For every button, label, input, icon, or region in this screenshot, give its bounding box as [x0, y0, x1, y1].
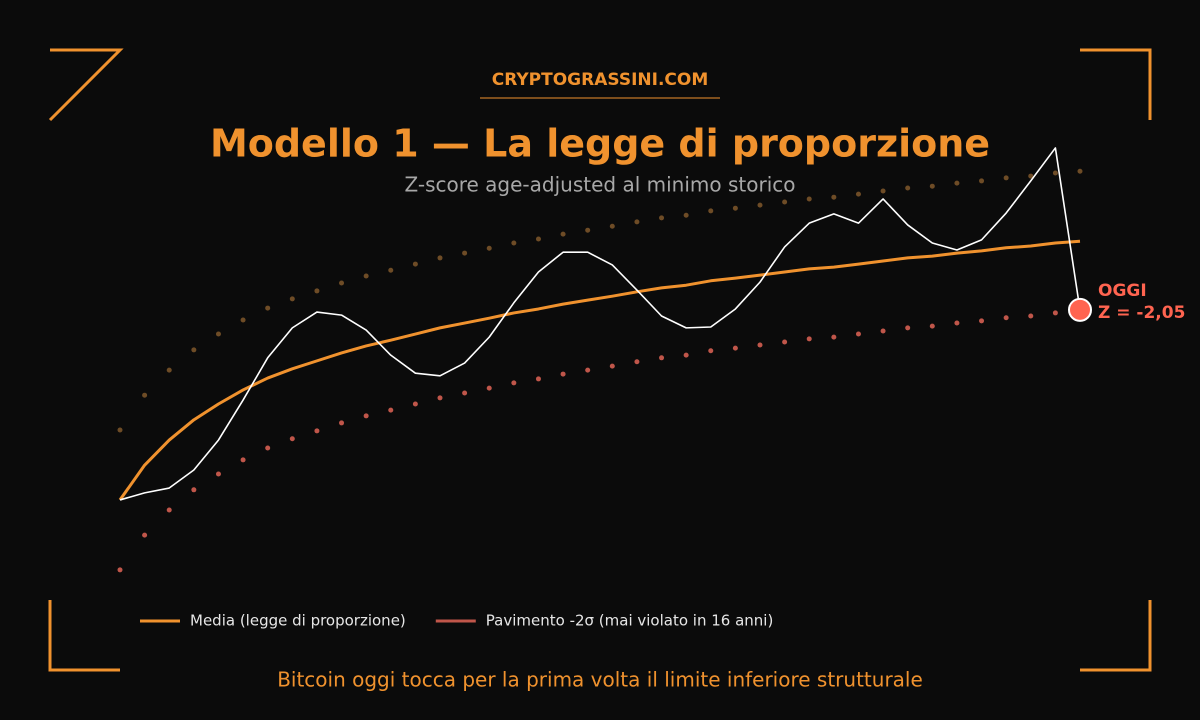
band-dot — [240, 317, 246, 323]
band-dot — [855, 191, 861, 197]
band-dot — [265, 305, 271, 311]
band-dot — [659, 355, 665, 361]
band-dot — [289, 296, 295, 302]
band-dot — [437, 395, 443, 401]
band-dot — [683, 212, 689, 218]
band-dot — [929, 183, 935, 189]
band-dot — [708, 208, 714, 214]
band-dot — [1003, 315, 1009, 321]
band-dot — [363, 413, 369, 419]
band-dot — [880, 328, 886, 334]
band-dot — [1052, 310, 1058, 316]
legend-label: Pavimento -2σ (mai violato in 16 anni) — [486, 612, 774, 630]
chart-subtitle: Z-score age-adjusted al minimo storico — [405, 173, 796, 197]
band-dot — [142, 532, 148, 538]
band-dot — [855, 331, 861, 337]
band-dot — [412, 261, 418, 267]
price-line — [119, 147, 1081, 501]
band-dot — [1052, 170, 1058, 176]
band-dot — [215, 331, 221, 337]
annotation: OGGI — [1098, 281, 1147, 301]
band-dot — [314, 428, 320, 434]
band-dot — [1028, 173, 1034, 179]
band-dot — [634, 219, 640, 225]
band-dot — [659, 215, 665, 221]
band-dot — [708, 348, 714, 354]
today-marker — [1068, 297, 1092, 322]
band-dot — [585, 367, 591, 373]
band-dot — [683, 352, 689, 358]
band-dot — [314, 288, 320, 294]
band-dot — [929, 323, 935, 329]
band-dot — [880, 188, 886, 194]
band-dot — [634, 359, 640, 365]
band-dot — [757, 202, 763, 208]
band-dot — [191, 487, 197, 493]
band-dot — [535, 236, 541, 242]
annotation: Z = -2,05 — [1098, 303, 1185, 323]
band-dot — [609, 363, 615, 369]
legend-label: Media (legge di proporzione) — [190, 612, 406, 630]
mean-line — [118, 239, 1081, 501]
band-dot — [240, 457, 246, 463]
band-dot — [560, 231, 566, 237]
band-dot — [1028, 313, 1034, 319]
band-dot — [905, 325, 911, 331]
band-dot — [388, 407, 394, 413]
band-dot — [462, 250, 468, 256]
band-dot — [831, 334, 837, 340]
band-dot — [486, 385, 492, 391]
band-dot — [215, 471, 221, 477]
band-dot — [462, 390, 468, 396]
band-dot — [388, 267, 394, 273]
band-dot — [1077, 168, 1083, 174]
band-dot — [806, 336, 812, 342]
band-dot — [117, 427, 123, 433]
band-dot — [339, 280, 345, 286]
band-dot — [1003, 175, 1009, 181]
band-dot — [954, 180, 960, 186]
band-dot — [412, 401, 418, 407]
band-dot — [289, 436, 295, 442]
chart-title: Modello 1 — La legge di proporzione — [210, 122, 990, 166]
band-dot — [757, 342, 763, 348]
band-dot — [782, 339, 788, 345]
band-dot — [265, 445, 271, 451]
band-dot — [511, 380, 517, 386]
band-dot — [732, 345, 738, 351]
band-dot — [142, 392, 148, 398]
band-dot — [117, 567, 123, 573]
band-dot — [191, 347, 197, 353]
band-dot — [339, 420, 345, 426]
band-dot — [732, 205, 738, 211]
band-dot — [585, 227, 591, 233]
band-dot — [831, 194, 837, 200]
frame-corners — [48, 48, 1152, 672]
caption: Bitcoin oggi tocca per la prima volta il… — [277, 668, 923, 692]
band-dot — [486, 245, 492, 251]
band-dot — [979, 178, 985, 184]
band-dot — [166, 367, 172, 373]
band-dot — [782, 199, 788, 205]
band-dot — [806, 196, 812, 202]
band-dot — [609, 223, 615, 229]
band-dot — [905, 185, 911, 191]
brand: CRYPTOGRASSINI.COM — [492, 70, 709, 90]
band-dot — [437, 255, 443, 261]
band-dot — [535, 376, 541, 382]
band-dot — [363, 273, 369, 279]
band-dot — [511, 240, 517, 246]
band-dot — [954, 320, 960, 326]
band-dot — [979, 318, 985, 324]
band-dot — [560, 371, 566, 377]
band-dot — [166, 507, 172, 513]
